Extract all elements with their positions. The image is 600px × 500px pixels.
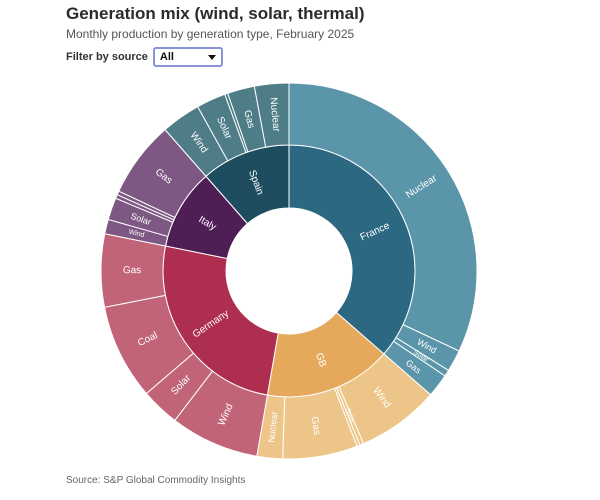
chevron-down-icon: [207, 54, 216, 60]
source-filter-select[interactable]: All: [152, 47, 223, 67]
source-label-germany-gas: Gas: [123, 265, 141, 276]
filter-row: Filter by source All: [66, 47, 223, 67]
country-label-gb: GB: [313, 351, 328, 369]
filter-label: Filter by source: [66, 51, 148, 63]
chart-title: Generation mix (wind, solar, thermal): [66, 4, 365, 23]
source-label-gb-nuclear: Nuclear: [266, 411, 279, 443]
filter-selected-value: All: [159, 51, 174, 63]
source-note: Source: S&P Global Commodity Insights: [66, 475, 246, 486]
source-label-gb-gas: Gas: [308, 416, 322, 436]
chart-subtitle: Monthly production by generation type, F…: [66, 27, 355, 41]
source-label-spain-gas: Gas: [241, 109, 256, 130]
source-label-spain-nuclear: Nuclear: [267, 97, 281, 133]
source-segment-spain-nuclear[interactable]: [253, 82, 290, 148]
source-label-italy-wind: Wind: [128, 229, 145, 240]
source-segment-france-nuclear[interactable]: [288, 82, 478, 352]
